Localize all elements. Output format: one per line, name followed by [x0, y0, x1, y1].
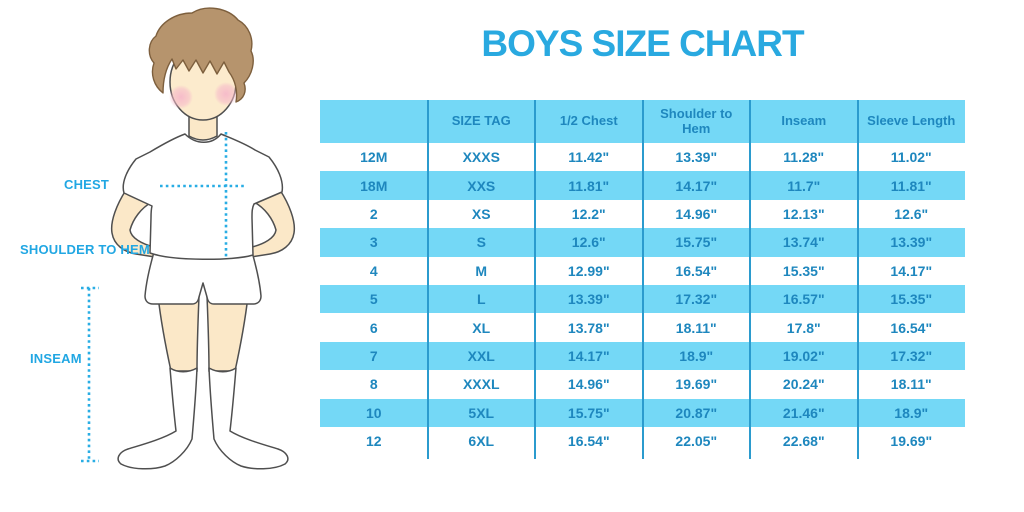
size-value-cell: 15.35": [750, 256, 858, 285]
size-value-cell: 17.32": [857, 341, 965, 371]
size-value-cell: 15.75": [535, 398, 643, 427]
size-value-cell: 6XL: [427, 426, 535, 456]
size-value-cell: 20.87": [642, 398, 750, 427]
left-leg: [157, 295, 200, 372]
size-value-cell: 18.9": [857, 398, 965, 427]
size-age-cell: 5: [320, 284, 428, 314]
right-leg: [206, 295, 249, 372]
size-value-cell: XXS: [427, 171, 535, 200]
size-value-cell: 13.39": [857, 228, 965, 257]
size-value-cell: 11.7": [750, 171, 858, 200]
size-age-cell: 12M: [320, 143, 428, 172]
t-shirt: [122, 133, 284, 261]
size-value-cell: 13.39": [642, 143, 750, 172]
size-value-cell: 14.96": [535, 370, 643, 399]
size-value-cell: 16.54": [857, 313, 965, 342]
size-value-cell: 12.6": [535, 228, 643, 257]
column-divider: [641, 100, 644, 459]
size-value-cell: 18.11": [857, 370, 965, 399]
right-sock: [208, 367, 289, 470]
size-value-cell: 19.69": [642, 370, 750, 399]
size-value-cell: 17.32": [642, 284, 750, 314]
size-value-cell: 11.81": [535, 171, 643, 200]
size-value-cell: XL: [427, 313, 535, 342]
size-value-cell: 11.42": [535, 143, 643, 172]
size-value-cell: 12.99": [535, 256, 643, 285]
column-divider: [856, 100, 859, 459]
column-header: Sleeve Length: [857, 100, 965, 143]
column-divider: [749, 100, 751, 459]
size-table: SIZE TAG 1/2 Chest Shoulder to Hem Inseam Sl…: [320, 100, 965, 460]
size-value-cell: 16.54": [642, 256, 750, 285]
size-value-cell: 14.96": [642, 199, 750, 229]
size-value-cell: XXL: [427, 341, 535, 371]
size-value-cell: 12.6": [857, 199, 965, 229]
chest-label: CHEST: [64, 177, 110, 192]
size-age-cell: 8: [320, 370, 428, 399]
page-title: BOYS SIZE CHART: [481, 23, 804, 64]
boy-figure-icon: [81, 7, 296, 470]
size-age-cell: 6: [320, 313, 428, 342]
size-age-cell: 7: [320, 341, 428, 371]
boy-illustration: CHEST SHOULDER TO HEM INSEAM: [0, 0, 330, 512]
size-value-cell: 18.9": [642, 341, 750, 371]
size-value-cell: 5XL: [427, 398, 535, 427]
size-value-cell: 14.17": [535, 341, 643, 371]
size-value-cell: XS: [427, 199, 535, 229]
column-header-empty: [320, 100, 428, 143]
size-age-cell: 2: [320, 199, 428, 229]
size-value-cell: 22.05": [642, 426, 750, 456]
size-value-cell: 13.74": [750, 228, 858, 257]
size-age-cell: 3: [320, 228, 428, 257]
size-value-cell: 21.46": [750, 398, 858, 427]
size-value-cell: M: [427, 256, 535, 285]
size-value-cell: XXXS: [427, 143, 535, 172]
size-value-cell: 12.2": [535, 199, 643, 229]
size-value-cell: 11.28": [750, 143, 858, 172]
column-divider: [534, 100, 536, 459]
blush-right: [214, 82, 238, 106]
size-age-cell: 4: [320, 256, 428, 285]
column-divider: [426, 100, 429, 459]
size-value-cell: 17.8": [750, 313, 858, 342]
size-value-cell: 16.57": [750, 284, 858, 314]
column-header: SIZE TAG: [427, 100, 535, 143]
shoulder-to-hem-label: SHOULDER TO HEM: [20, 242, 150, 257]
blush-left: [169, 85, 193, 109]
size-value-cell: 11.81": [857, 171, 965, 200]
size-age-cell: 12: [320, 426, 428, 456]
size-value-cell: 13.78": [535, 313, 643, 342]
size-value-cell: 13.39": [535, 284, 643, 314]
size-value-cell: 14.17": [857, 256, 965, 285]
size-value-cell: 22.68": [750, 426, 858, 456]
size-value-cell: S: [427, 228, 535, 257]
column-header: Inseam: [750, 100, 858, 143]
size-age-cell: 10: [320, 398, 428, 427]
size-value-cell: XXXL: [427, 370, 535, 399]
hair: [148, 7, 254, 103]
size-value-cell: 15.35": [857, 284, 965, 314]
size-table-grid: SIZE TAG 1/2 Chest Shoulder to Hem Inseam Sl…: [320, 100, 965, 456]
column-header: Shoulder to Hem: [642, 100, 750, 143]
size-value-cell: 16.54": [535, 426, 643, 456]
inseam-label: INSEAM: [30, 351, 82, 366]
size-value-cell: 11.02": [857, 143, 965, 172]
size-value-cell: 18.11": [642, 313, 750, 342]
size-age-cell: 18M: [320, 171, 428, 200]
left-sock: [117, 367, 198, 470]
size-value-cell: 14.17": [642, 171, 750, 200]
size-value-cell: L: [427, 284, 535, 314]
size-value-cell: 20.24": [750, 370, 858, 399]
size-value-cell: 15.75": [642, 228, 750, 257]
size-value-cell: 12.13": [750, 199, 858, 229]
column-header: 1/2 Chest: [535, 100, 643, 143]
size-value-cell: 19.69": [857, 426, 965, 456]
size-value-cell: 19.02": [750, 341, 858, 371]
